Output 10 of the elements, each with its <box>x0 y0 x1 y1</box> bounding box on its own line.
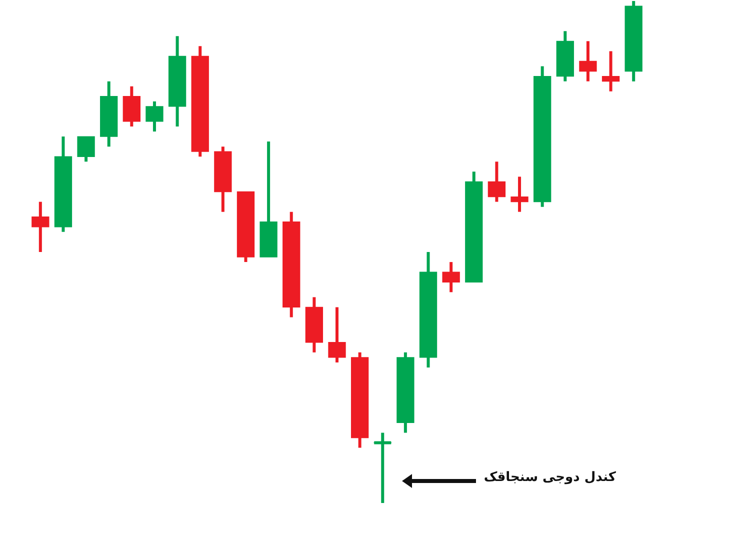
candlestick <box>328 307 346 362</box>
candlestick <box>488 162 506 202</box>
candlestick <box>77 136 95 162</box>
annotation: کندل دوجی سنجاقک <box>484 470 616 485</box>
candlestick <box>510 176 528 212</box>
candlestick <box>32 202 50 252</box>
candlestick <box>146 101 164 132</box>
candlestick <box>602 51 620 92</box>
candlestick <box>579 41 597 82</box>
candlestick <box>442 262 460 292</box>
